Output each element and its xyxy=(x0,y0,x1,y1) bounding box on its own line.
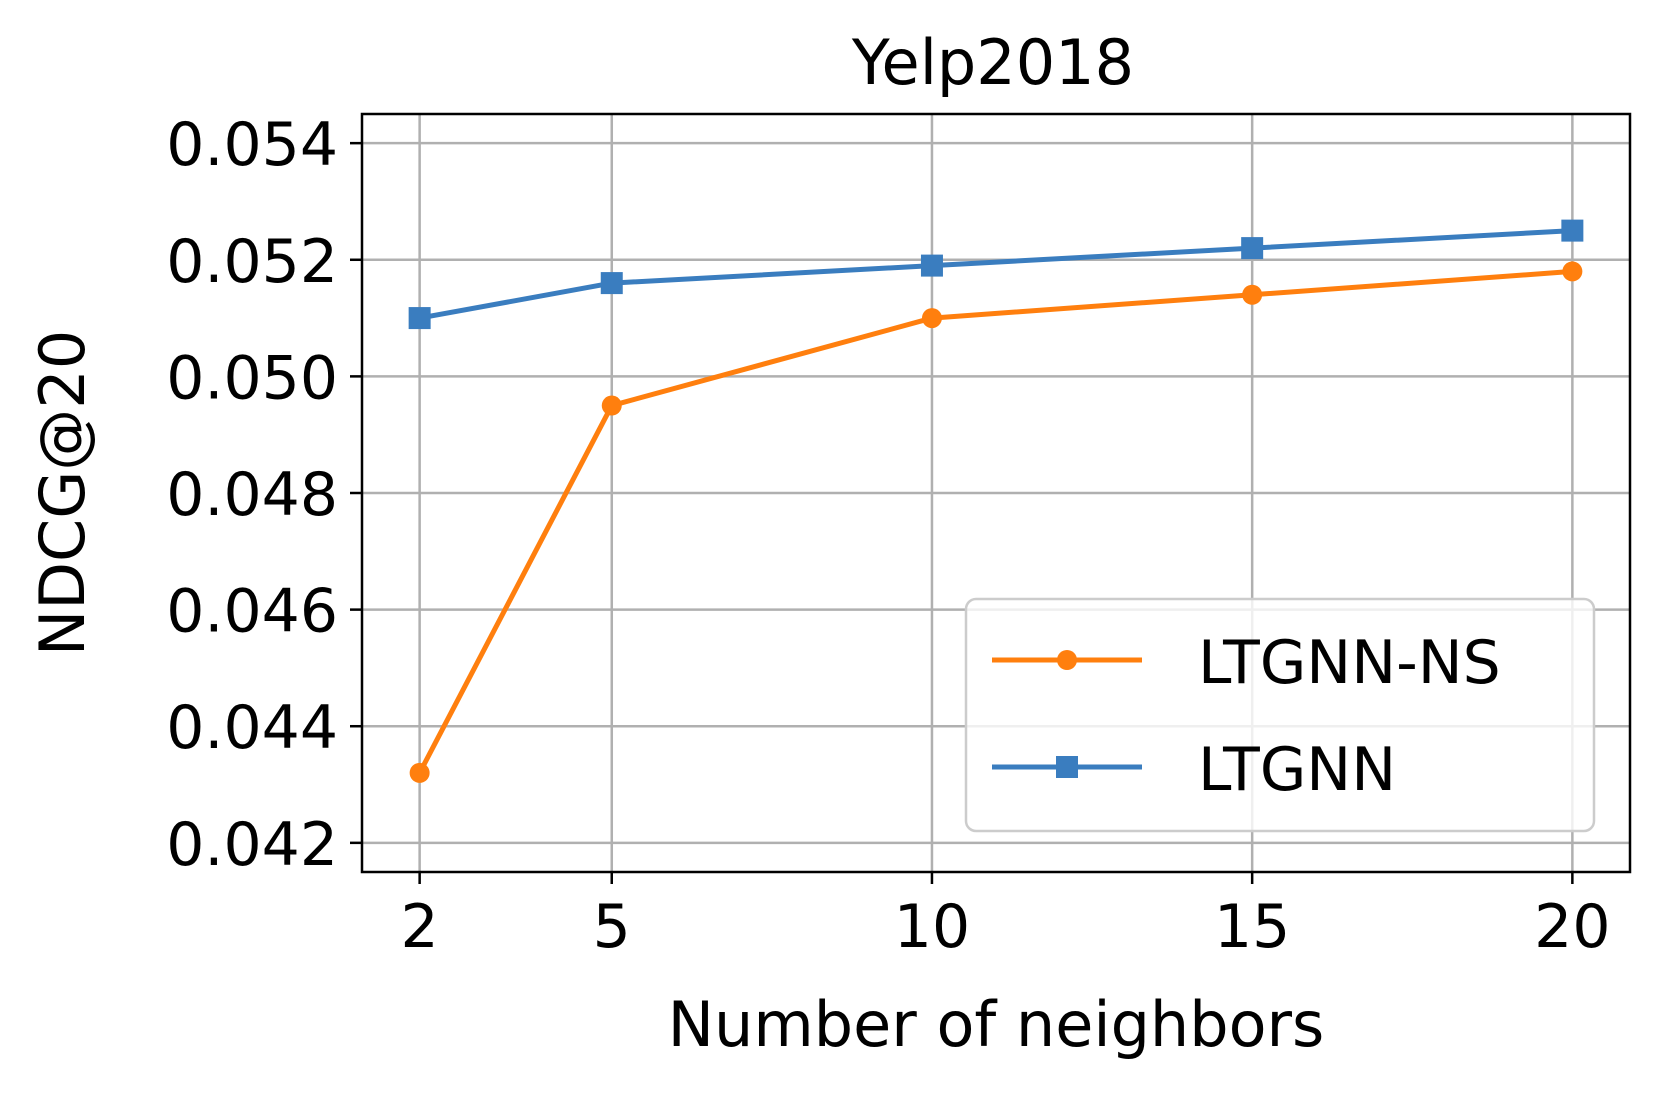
legend-marker-ltgnn-ns xyxy=(1057,650,1077,670)
axis-ticks: 2 5 10 15 20 0.042 0.044 0.046 0.048 0.050 0.052 0.… xyxy=(166,110,1610,962)
data-point-ltgnn-ns xyxy=(1242,284,1263,305)
data-point-ltgnn-ns xyxy=(409,762,430,783)
y-tick-label: 0.042 xyxy=(166,810,338,880)
series-layer xyxy=(408,219,1584,783)
x-tick-label: 10 xyxy=(894,892,970,962)
x-axis-title: Number of neighbors xyxy=(668,988,1325,1061)
y-tick-label: 0.048 xyxy=(166,460,338,530)
x-tick-label: 15 xyxy=(1214,892,1290,962)
data-point-ltgnn-ns xyxy=(601,395,622,416)
y-tick-label: 0.052 xyxy=(166,227,338,297)
x-tick-label: 20 xyxy=(1534,892,1610,962)
y-axis-title: NDCG@20 xyxy=(26,330,99,656)
x-tick-label: 5 xyxy=(593,892,631,962)
legend: LTGNN-NS LTGNN xyxy=(964,597,1596,833)
data-point-ltgnn-ns xyxy=(921,308,942,329)
legend-marker-ltgnn xyxy=(1056,756,1078,778)
chart-title: Yelp2018 xyxy=(851,26,1134,99)
legend-box xyxy=(964,597,1596,833)
y-tick-label: 0.050 xyxy=(166,343,338,413)
data-point-ltgnn xyxy=(600,272,623,295)
y-tick-label: 0.044 xyxy=(166,693,338,763)
legend-label-ltgnn: LTGNN xyxy=(1198,735,1396,805)
data-point-ltgnn xyxy=(920,254,943,277)
data-point-ltgnn xyxy=(408,307,431,330)
x-tick-label: 2 xyxy=(401,892,439,962)
legend-label-ltgnn-ns: LTGNN-NS xyxy=(1198,628,1501,698)
y-tick-label: 0.046 xyxy=(166,577,338,647)
data-point-ltgnn-ns xyxy=(1562,261,1583,282)
y-tick-label: 0.054 xyxy=(166,110,338,180)
data-point-ltgnn xyxy=(1561,219,1584,242)
data-point-ltgnn xyxy=(1241,237,1264,260)
